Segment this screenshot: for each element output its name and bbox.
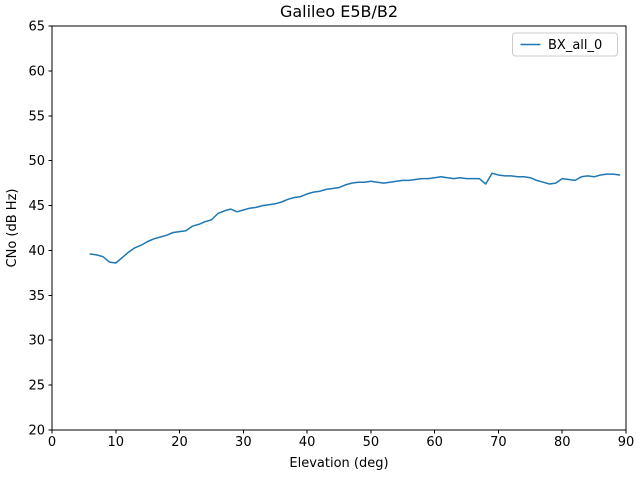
y-tick-label: 30: [28, 334, 45, 349]
y-axis-label: CNo (dB Hz): [5, 189, 20, 268]
y-tick-label: 45: [28, 199, 45, 214]
x-tick-label: 90: [618, 435, 635, 450]
x-tick-label: 70: [490, 435, 507, 450]
y-tick-label: 25: [28, 379, 45, 394]
x-tick-label: 30: [235, 435, 252, 450]
legend-box: [512, 32, 618, 57]
y-tick-label: 60: [28, 64, 45, 79]
y-tick-label: 40: [28, 244, 45, 259]
x-tick-label: 20: [171, 435, 188, 450]
x-tick-label: 50: [363, 435, 380, 450]
x-axis-label: Elevation (deg): [289, 456, 388, 471]
x-axis-ticks: 0 10 20 30 40 50 60 70 80 90: [48, 430, 634, 450]
y-tick-label: 35: [28, 289, 45, 304]
chart-title: Galileo E5B/B2: [280, 2, 398, 21]
x-tick-label: 60: [426, 435, 443, 450]
legend: BX_all_0: [512, 32, 618, 57]
x-tick-label: 10: [108, 435, 125, 450]
y-tick-label: 55: [28, 109, 45, 124]
legend-entry-label: BX_all_0: [548, 38, 602, 53]
plot-frame: [51, 25, 627, 431]
y-tick-label: 65: [28, 20, 45, 35]
series-line-bx-all-0: [89, 172, 621, 264]
x-tick-label: 40: [299, 435, 316, 450]
x-tick-label: 0: [48, 435, 56, 450]
x-tick-label: 80: [554, 435, 571, 450]
y-axis-ticks: 20 25 30 35 40 45 50 55 60 65: [28, 20, 52, 439]
y-tick-label: 50: [28, 154, 45, 169]
y-tick-label: 20: [28, 424, 45, 439]
